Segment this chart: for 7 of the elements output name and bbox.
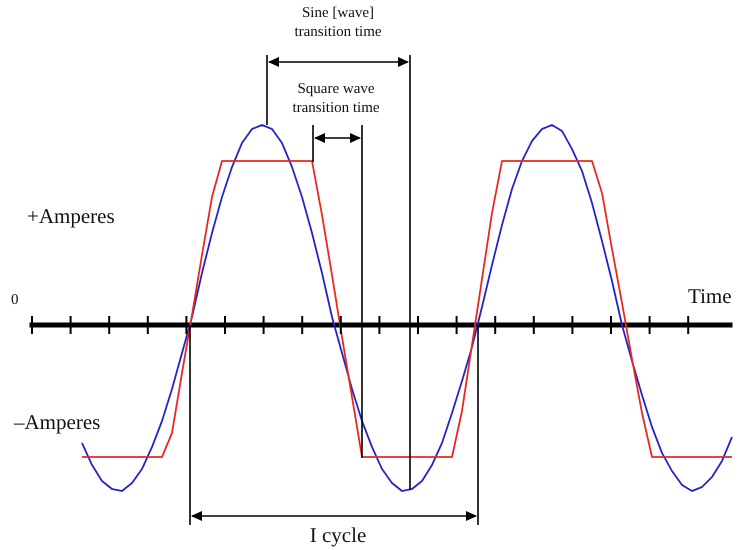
text: Sine [wave] transition time (293, 4, 383, 42)
x-axis-title: Time (688, 284, 732, 309)
text: Square wave transition time (291, 80, 381, 118)
text: I cycle (308, 523, 368, 548)
annotation: +Amperes (27, 204, 115, 229)
annotation: –Amperes (14, 410, 100, 435)
text: 0 (11, 292, 18, 309)
